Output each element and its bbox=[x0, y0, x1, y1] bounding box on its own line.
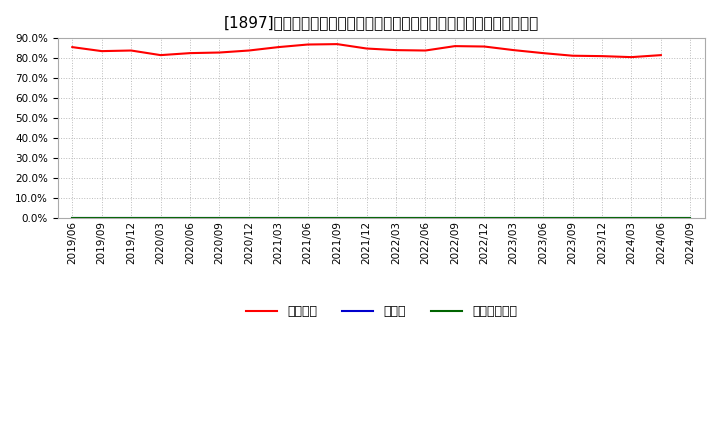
のれん bbox=[215, 216, 224, 221]
のれん bbox=[333, 216, 341, 221]
繰延税金資産 bbox=[303, 216, 312, 221]
自己資本 bbox=[480, 44, 489, 49]
のれん bbox=[568, 216, 577, 221]
繰延税金資産 bbox=[480, 216, 489, 221]
繰延税金資産 bbox=[274, 216, 283, 221]
自己資本 bbox=[215, 50, 224, 55]
自己資本 bbox=[539, 51, 547, 56]
のれん bbox=[127, 216, 135, 221]
自己資本 bbox=[627, 55, 636, 60]
自己資本 bbox=[68, 44, 76, 50]
繰延税金資産 bbox=[333, 216, 341, 221]
自己資本 bbox=[451, 44, 459, 49]
のれん bbox=[186, 216, 194, 221]
自己資本 bbox=[657, 52, 665, 58]
繰延税金資産 bbox=[245, 216, 253, 221]
のれん bbox=[156, 216, 165, 221]
のれん bbox=[68, 216, 76, 221]
のれん bbox=[451, 216, 459, 221]
自己資本 bbox=[568, 53, 577, 59]
のれん bbox=[97, 216, 106, 221]
自己資本 bbox=[392, 48, 400, 53]
のれん bbox=[245, 216, 253, 221]
自己資本 bbox=[127, 48, 135, 53]
自己資本 bbox=[156, 52, 165, 58]
繰延税金資産 bbox=[451, 216, 459, 221]
Title: [1897]　自己資本、のれん、繰延税金資産の総資産に対する比率の推移: [1897] 自己資本、のれん、繰延税金資産の総資産に対する比率の推移 bbox=[224, 15, 539, 30]
のれん bbox=[686, 216, 695, 221]
繰延税金資産 bbox=[539, 216, 547, 221]
自己資本 bbox=[245, 48, 253, 53]
自己資本 bbox=[421, 48, 430, 53]
自己資本 bbox=[333, 41, 341, 47]
のれん bbox=[657, 216, 665, 221]
のれん bbox=[627, 216, 636, 221]
のれん bbox=[362, 216, 371, 221]
繰延税金資産 bbox=[97, 216, 106, 221]
のれん bbox=[480, 216, 489, 221]
のれん bbox=[510, 216, 518, 221]
のれん bbox=[539, 216, 547, 221]
Legend: 自己資本, のれん, 繰延税金資産: 自己資本, のれん, 繰延税金資産 bbox=[240, 300, 522, 323]
繰延税金資産 bbox=[156, 216, 165, 221]
繰延税金資産 bbox=[392, 216, 400, 221]
自己資本 bbox=[274, 44, 283, 50]
繰延税金資産 bbox=[421, 216, 430, 221]
繰延税金資産 bbox=[627, 216, 636, 221]
自己資本 bbox=[362, 46, 371, 51]
のれん bbox=[303, 216, 312, 221]
繰延税金資産 bbox=[568, 216, 577, 221]
自己資本 bbox=[97, 48, 106, 54]
自己資本 bbox=[510, 48, 518, 53]
のれん bbox=[274, 216, 283, 221]
自己資本 bbox=[598, 54, 606, 59]
自己資本 bbox=[303, 42, 312, 47]
繰延税金資産 bbox=[127, 216, 135, 221]
繰延税金資産 bbox=[186, 216, 194, 221]
のれん bbox=[598, 216, 606, 221]
繰延税金資産 bbox=[598, 216, 606, 221]
自己資本 bbox=[186, 51, 194, 56]
繰延税金資産 bbox=[686, 216, 695, 221]
Line: 自己資本: 自己資本 bbox=[72, 44, 661, 57]
のれん bbox=[421, 216, 430, 221]
繰延税金資産 bbox=[657, 216, 665, 221]
繰延税金資産 bbox=[68, 216, 76, 221]
繰延税金資産 bbox=[362, 216, 371, 221]
繰延税金資産 bbox=[215, 216, 224, 221]
繰延税金資産 bbox=[510, 216, 518, 221]
のれん bbox=[392, 216, 400, 221]
